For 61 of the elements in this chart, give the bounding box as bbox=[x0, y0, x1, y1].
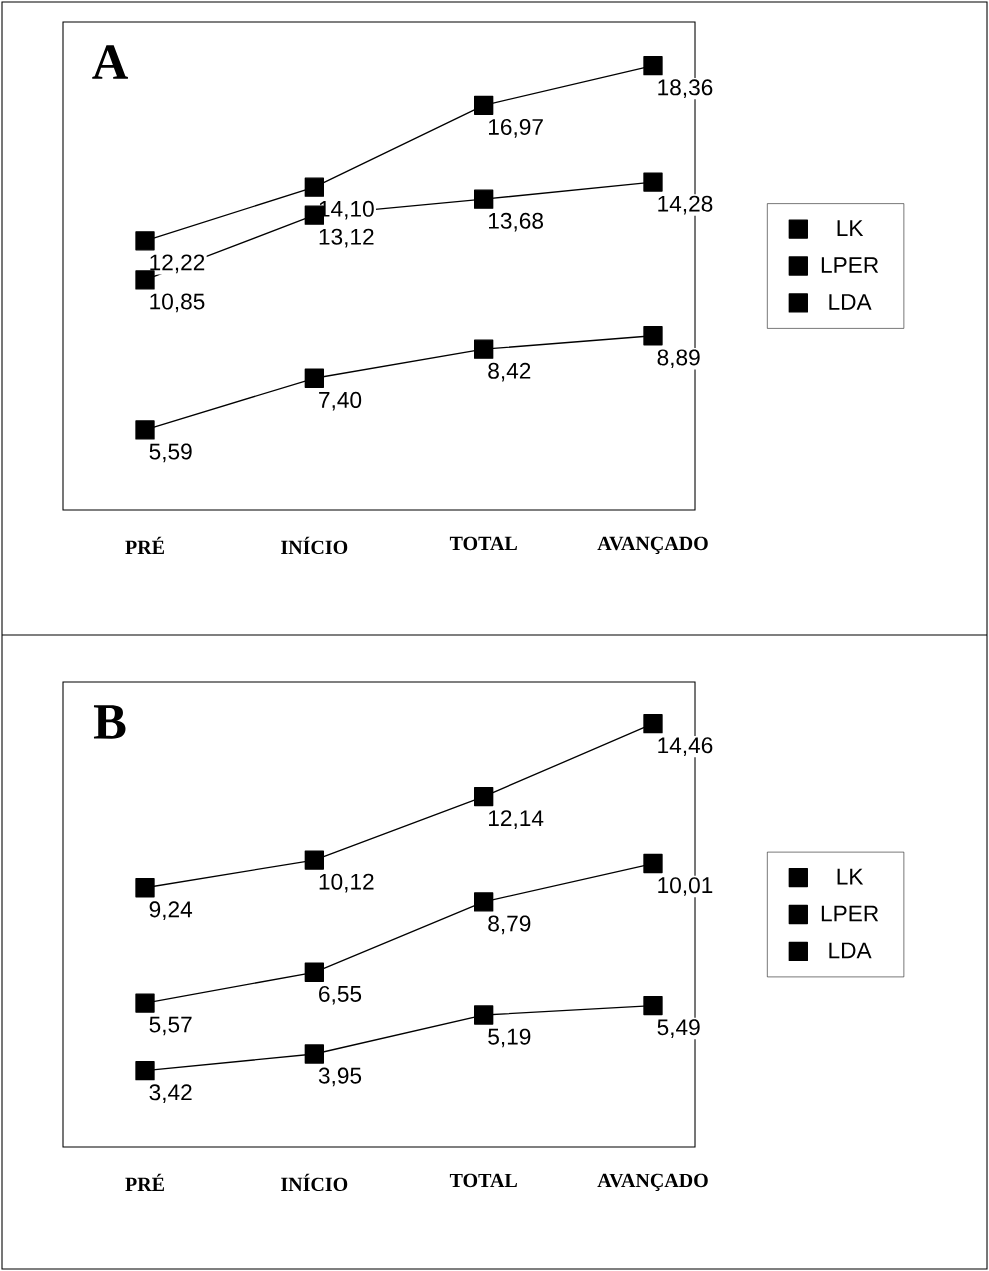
data-label: 12,14 bbox=[489, 810, 544, 829]
chart-title: B bbox=[93, 705, 126, 739]
data-label: 6,55 bbox=[319, 985, 362, 1005]
data-label: 7,40 bbox=[319, 391, 362, 411]
point bbox=[135, 878, 155, 898]
point bbox=[304, 962, 325, 982]
point bbox=[474, 339, 494, 359]
point bbox=[304, 1044, 325, 1064]
legend-label: LDA bbox=[829, 942, 872, 959]
point bbox=[643, 713, 663, 734]
legend-label: LPER bbox=[821, 257, 879, 273]
x-tick-label: PRÉ bbox=[125, 1173, 164, 1191]
data-label: 13,12 bbox=[319, 228, 374, 248]
x-tick-label: TOTAL bbox=[449, 1173, 517, 1188]
data-label: 10,12 bbox=[319, 873, 374, 893]
legend-label: LPER bbox=[821, 905, 879, 922]
point bbox=[474, 1005, 494, 1025]
data-label: 16,97 bbox=[489, 118, 543, 138]
point bbox=[643, 56, 663, 76]
point bbox=[474, 189, 494, 209]
point bbox=[304, 177, 325, 197]
point bbox=[474, 892, 494, 912]
data-label: 8,89 bbox=[657, 349, 700, 369]
point bbox=[304, 368, 325, 388]
data-label: 3,95 bbox=[318, 1067, 362, 1087]
point bbox=[643, 853, 663, 874]
legend-label: LDA bbox=[829, 294, 872, 310]
data-label: 10,85 bbox=[150, 293, 205, 313]
x-tick-label: AVANÇADO bbox=[597, 536, 708, 555]
point bbox=[135, 1061, 155, 1081]
chart-title: A bbox=[92, 45, 128, 79]
data-label: 5,49 bbox=[657, 1019, 700, 1038]
data-label: 5,59 bbox=[149, 443, 192, 463]
point bbox=[304, 850, 325, 870]
point bbox=[474, 95, 494, 116]
x-tick-label: TOTAL bbox=[449, 536, 517, 551]
point bbox=[135, 993, 155, 1013]
data-label: 5,19 bbox=[488, 1028, 531, 1048]
data-label: 8,79 bbox=[488, 915, 531, 935]
legend-label: LK bbox=[837, 220, 864, 236]
x-tick-label: AVANÇADO bbox=[597, 1173, 708, 1192]
data-label: 18,36 bbox=[658, 79, 713, 99]
point bbox=[135, 420, 155, 440]
data-label: 9,24 bbox=[149, 901, 193, 921]
point bbox=[643, 326, 663, 346]
data-label: 13,68 bbox=[489, 212, 543, 232]
data-label: 14,46 bbox=[658, 737, 713, 756]
data-label: 10,01 bbox=[658, 877, 713, 896]
x-tick-label: INÍCIO bbox=[281, 536, 348, 555]
point bbox=[135, 231, 155, 251]
point bbox=[643, 995, 663, 1016]
data-label: 3,42 bbox=[149, 1084, 192, 1104]
data-label: 12,22 bbox=[150, 254, 205, 274]
x-tick-label: PRÉ bbox=[125, 536, 164, 554]
data-label: 5,57 bbox=[149, 1016, 192, 1036]
x-tick-label: INÍCIO bbox=[281, 1173, 348, 1192]
legend-label: LK bbox=[837, 868, 864, 885]
data-label: 14,28 bbox=[658, 195, 713, 215]
point bbox=[643, 172, 663, 192]
point bbox=[474, 786, 494, 807]
data-label: 8,42 bbox=[488, 362, 531, 382]
